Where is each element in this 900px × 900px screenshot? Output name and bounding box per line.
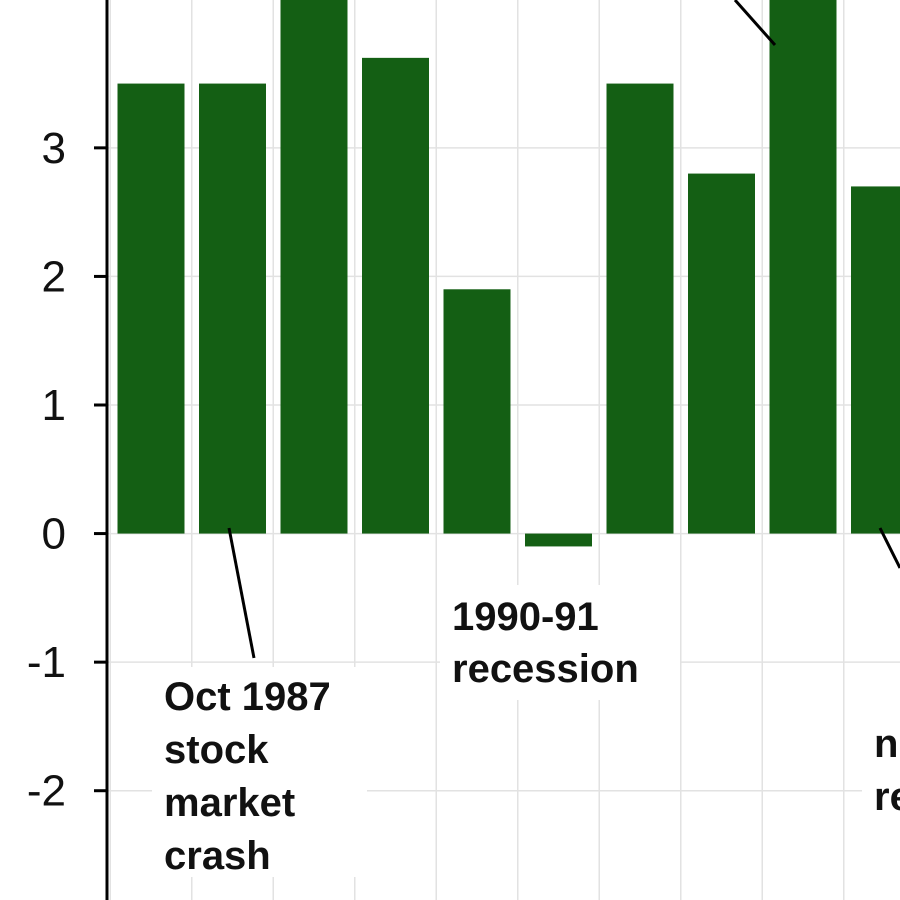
annotation-background	[152, 667, 367, 877]
bar-1989	[362, 57, 429, 534]
annotation-1991: 1990-91 recession	[440, 585, 680, 700]
annotation-text-line: re	[874, 775, 900, 819]
y-tick-label: 3	[42, 124, 66, 173]
bar-1995	[851, 186, 900, 534]
annotation-1987: Oct 1987 stock market crash	[152, 527, 367, 878]
y-tick-label: 2	[42, 252, 66, 301]
annotation-text-line: recession	[452, 647, 639, 691]
bar-1993	[688, 173, 755, 534]
annotation-text-line: Oct 1987	[164, 675, 331, 719]
y-tick-label: 1	[42, 381, 66, 430]
annotation-text-line: n	[874, 722, 898, 766]
bar-1986	[117, 83, 185, 534]
bar-1991	[525, 533, 592, 547]
y-tick-label: -2	[27, 767, 66, 816]
annotation-1995: n re	[862, 527, 900, 832]
annotation-leader-line	[733, 0, 777, 46]
annotation-leader-line	[878, 527, 900, 569]
y-tick-label: -1	[27, 638, 66, 687]
bar-1992	[606, 83, 674, 534]
annotation-text-line: stock	[164, 728, 269, 772]
annotation-text-line: market	[164, 781, 295, 825]
annotation-background	[862, 712, 900, 832]
y-ticks: 3 2 1 0 -1 -2 -3	[27, 124, 107, 900]
y-tick-label: 0	[42, 510, 66, 559]
annotation-background	[440, 585, 680, 700]
bar-1990	[443, 289, 511, 534]
annotations: Oct 1987 stock market crash 1990-91 recession…	[152, 0, 900, 878]
bar-1994	[769, 0, 837, 534]
bar-1988	[280, 0, 348, 534]
annotation-text-line: crash	[164, 834, 271, 878]
y-tick-label: -3	[27, 895, 66, 900]
bar-1987	[199, 83, 266, 534]
bars	[117, 0, 900, 547]
annotation-leader-line	[227, 527, 256, 659]
annotation-text-line: 1990-91	[452, 595, 599, 639]
